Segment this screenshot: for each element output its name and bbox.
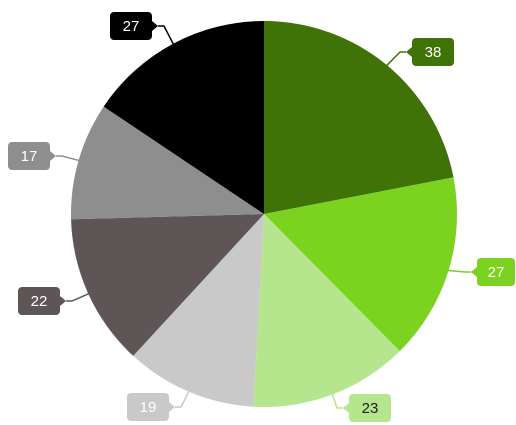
- slice-callout-4: 19: [127, 389, 191, 421]
- callout-pointer: [152, 21, 158, 31]
- pie-slice-1: [264, 21, 454, 214]
- callout-leader-line: [446, 269, 471, 273]
- callout-leader-line: [175, 389, 191, 408]
- slice-callout-3: 23: [331, 392, 391, 422]
- slices-layer: [71, 21, 457, 407]
- callout-leader-line: [331, 392, 343, 409]
- slice-value-label: 27: [123, 18, 140, 35]
- callout-pointer: [60, 296, 66, 306]
- callout-pointer: [50, 151, 56, 161]
- callout-pointer: [343, 403, 349, 413]
- callouts-layer: 38 27 23 19 22 17 27: [8, 12, 515, 422]
- pie-slice-6: [71, 106, 264, 220]
- slice-callout-5: 22: [18, 287, 91, 315]
- slice-value-label: 27: [488, 264, 505, 281]
- callout-leader-line: [385, 51, 406, 68]
- slice-callout-1: 38: [385, 38, 454, 68]
- callout-box: [8, 142, 50, 170]
- slice-callout-7: 27: [110, 12, 175, 46]
- pie-slice-7: [103, 21, 264, 214]
- slice-value-label: 22: [31, 293, 48, 310]
- slice-value-label: 23: [362, 400, 379, 417]
- callout-pointer: [169, 402, 175, 412]
- callout-leader-line: [66, 292, 91, 302]
- callout-leader-line: [158, 25, 175, 46]
- callout-leader-line: [56, 155, 81, 162]
- slice-value-label: 17: [21, 148, 38, 165]
- pie-slice-2: [264, 177, 457, 352]
- callout-box: [18, 287, 60, 315]
- slice-value-label: 38: [425, 44, 442, 61]
- slice-value-label: 19: [140, 399, 157, 416]
- slice-callout-6: 17: [8, 142, 81, 170]
- pie-slice-4: [133, 214, 264, 407]
- slice-callout-2: 27: [446, 258, 515, 286]
- callout-pointer: [471, 267, 477, 277]
- callout-box: [110, 12, 152, 40]
- pie-slice-3: [253, 214, 400, 407]
- callout-box: [127, 393, 169, 421]
- pie-slice-5: [71, 214, 264, 356]
- callout-box: [477, 258, 515, 286]
- callout-box: [349, 394, 391, 422]
- callout-pointer: [406, 47, 412, 57]
- callout-box: [412, 38, 454, 66]
